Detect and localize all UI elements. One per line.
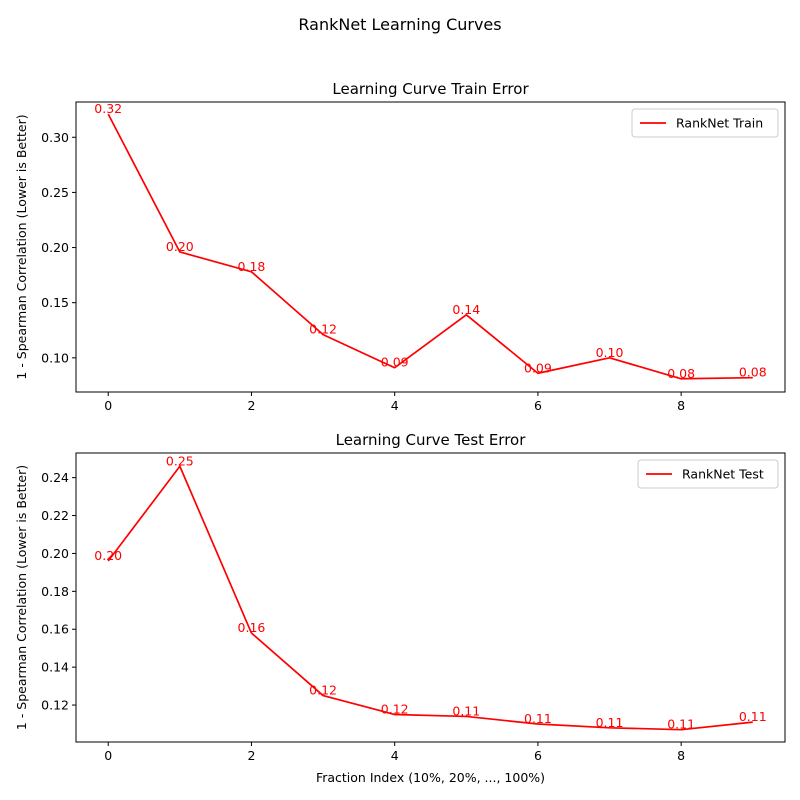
train-error-chart: Learning Curve Train Error 0 2 4 6 8 0.10 0.15 0… [14, 80, 786, 413]
y-tick-label: 0.10 [41, 350, 69, 365]
y-tick-label: 0.24 [41, 470, 69, 485]
data-label: 0.16 [238, 620, 266, 635]
data-label: 0.20 [166, 239, 194, 254]
data-label: 0.12 [309, 322, 337, 337]
data-label: 0.09 [524, 360, 552, 375]
data-label: 0.11 [452, 703, 480, 718]
data-label: 0.11 [596, 715, 624, 730]
y-tick-label: 0.25 [41, 185, 69, 200]
series-line [107, 465, 753, 731]
data-label: 0.08 [667, 366, 695, 381]
x-tick-label: 0 [104, 398, 112, 413]
x-tick-label: 0 [104, 748, 112, 763]
y-tick-label: 0.16 [41, 622, 69, 637]
data-label: 0.12 [309, 683, 337, 698]
legend-box [631, 108, 779, 138]
data-label: 0.11 [524, 711, 552, 726]
x-tick-label: 4 [391, 748, 399, 763]
data-label: 0.11 [667, 717, 695, 732]
x-tick-label: 6 [534, 748, 542, 763]
data-label: 0.09 [381, 355, 409, 370]
chart-title: Learning Curve Test Error [336, 431, 527, 449]
x-tick-label: 6 [534, 398, 542, 413]
x-tick-label: 8 [677, 398, 685, 413]
data-label: 0.11 [739, 709, 767, 724]
data-label: 0.14 [452, 302, 480, 317]
plot-area [75, 452, 786, 743]
figure-title: RankNet Learning Curves [298, 15, 501, 34]
y-tick-label: 0.18 [41, 584, 69, 599]
y-tick-label: 0.12 [41, 698, 69, 713]
legend-label: RankNet Test [682, 467, 764, 482]
y-tick-label: 0.20 [41, 546, 69, 561]
x-tick-label: 4 [391, 398, 399, 413]
x-axis-label: Fraction Index (10%, 20%, ..., 100%) [316, 770, 545, 785]
x-tick-label: 8 [677, 748, 685, 763]
data-label: 0.12 [381, 702, 409, 717]
x-tick-label: 2 [247, 398, 255, 413]
series-line [107, 113, 753, 380]
y-tick-label: 0.22 [41, 508, 69, 523]
data-label: 0.18 [238, 259, 266, 274]
data-label: 0.08 [739, 365, 767, 380]
y-axis-label: 1 - Spearman Correlation (Lower is Bette… [14, 114, 29, 379]
y-tick-label: 0.20 [41, 240, 69, 255]
x-tick-label: 2 [247, 748, 255, 763]
legend-label: RankNet Train [676, 116, 763, 131]
data-label: 0.20 [94, 548, 122, 563]
y-tick-label: 0.15 [41, 295, 69, 310]
test-error-chart: Learning Curve Test Error 0 2 4 6 8 0.12 0.14 0.… [14, 431, 786, 785]
data-label: 0.10 [596, 345, 624, 360]
data-label: 0.32 [94, 101, 122, 116]
legend-box [637, 459, 779, 489]
y-tick-label: 0.14 [41, 660, 69, 675]
chart-title: Learning Curve Train Error [332, 80, 529, 98]
plot-area [75, 101, 786, 393]
data-label: 0.25 [166, 453, 194, 468]
y-tick-label: 0.30 [41, 130, 69, 145]
y-axis-label: 1 - Spearman Correlation (Lower is Bette… [14, 465, 29, 730]
